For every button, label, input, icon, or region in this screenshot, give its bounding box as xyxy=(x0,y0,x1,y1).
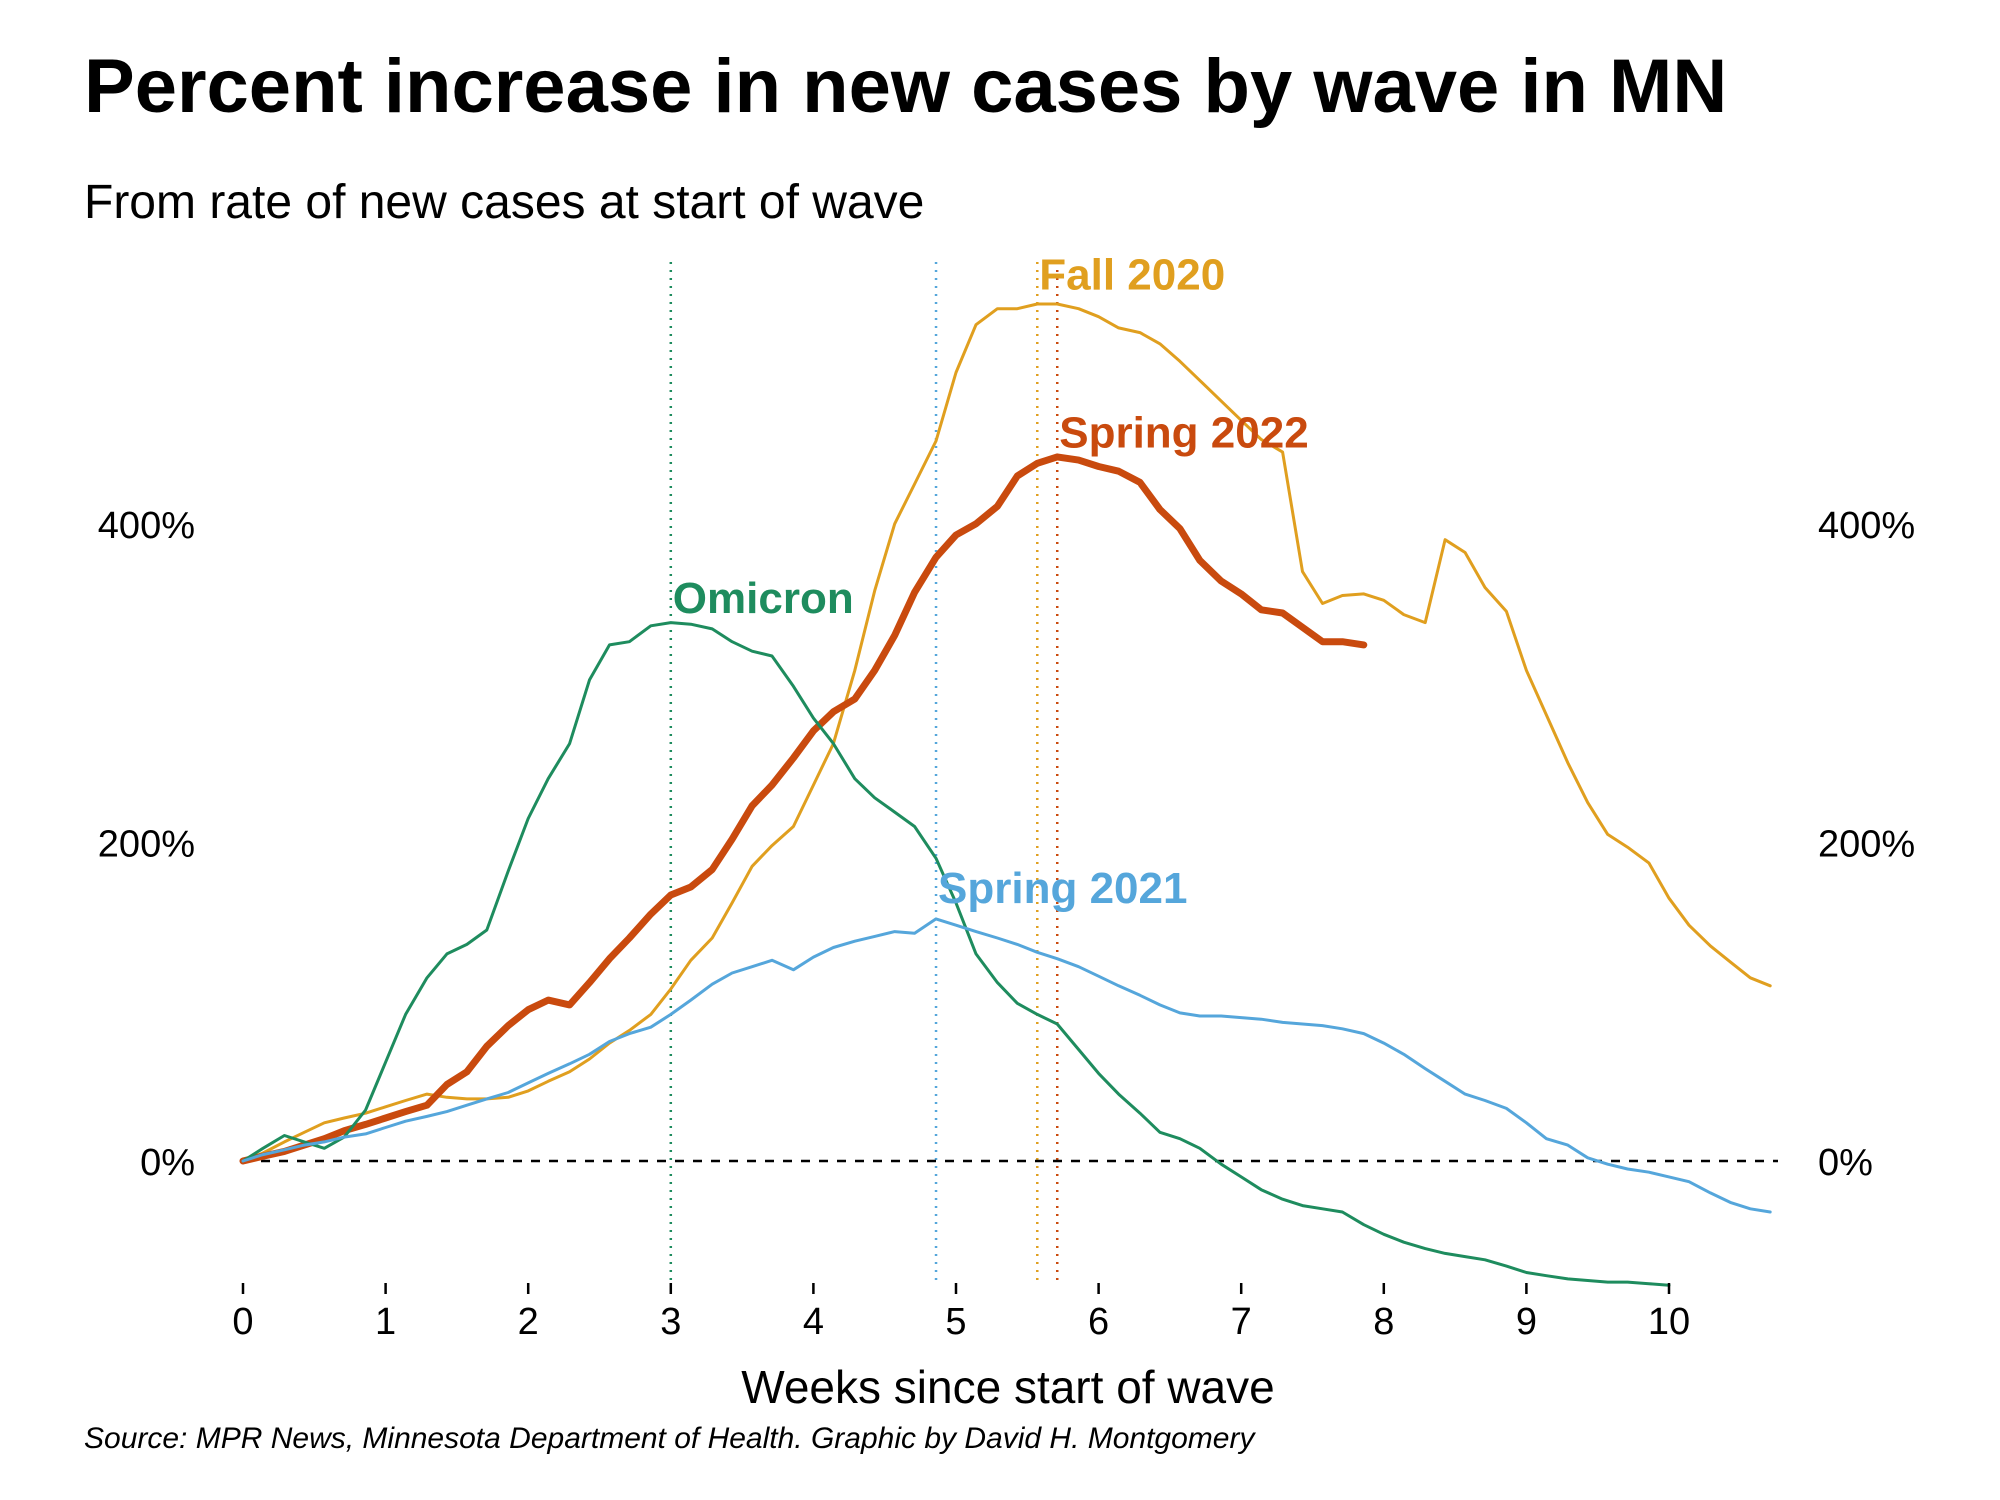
series-line-spring-2021 xyxy=(241,917,1772,1214)
x-tick-label: 1 xyxy=(375,1301,396,1343)
series-label-spring-2022: Spring 2022 xyxy=(1059,408,1308,457)
series-lines xyxy=(239,302,1772,1287)
chart-title: Percent increase in new cases by wave in… xyxy=(84,44,1727,129)
x-tick-label: 9 xyxy=(1516,1301,1537,1343)
x-tick-label: 5 xyxy=(945,1301,966,1343)
series-labels: Fall 2020 Spring 2022 Omicron Spring 2021 xyxy=(673,251,1309,913)
x-tick-label: 3 xyxy=(660,1301,681,1343)
chart-subtitle: From rate of new cases at start of wave xyxy=(84,176,924,229)
series-line-omicron xyxy=(241,621,1671,1287)
series-label-spring-2021: Spring 2021 xyxy=(938,864,1187,913)
series-line-fall-2020 xyxy=(241,302,1772,1163)
x-tick-label: 10 xyxy=(1648,1301,1690,1343)
y-tick-left: 0% xyxy=(140,1142,195,1184)
x-tick-label: 4 xyxy=(803,1301,824,1343)
x-tick-label: 8 xyxy=(1373,1301,1394,1343)
y-tick-right: 200% xyxy=(1818,823,1915,865)
x-tick-label: 2 xyxy=(518,1301,539,1343)
x-tick-label: 6 xyxy=(1088,1301,1109,1343)
series-label-omicron: Omicron xyxy=(673,574,854,623)
y-axis-right: 0% 200% 400% xyxy=(1818,505,1915,1184)
series-line-spring-2022 xyxy=(239,453,1368,1165)
peak-marker-lines xyxy=(669,262,1059,1282)
source-note: Source: MPR News, Minnesota Department o… xyxy=(84,1422,1256,1455)
series-label-fall-2020: Fall 2020 xyxy=(1039,251,1225,300)
y-tick-right: 0% xyxy=(1818,1142,1873,1184)
y-tick-right: 400% xyxy=(1818,505,1915,547)
x-tick-label: 0 xyxy=(232,1301,253,1343)
x-tick-label: 7 xyxy=(1231,1301,1252,1343)
y-tick-left: 400% xyxy=(98,505,195,547)
x-axis-label: Weeks since start of wave xyxy=(741,1361,1274,1413)
x-axis: 0 1 2 3 4 5 6 7 8 9 10 xyxy=(232,1283,1690,1343)
y-tick-left: 200% xyxy=(98,823,195,865)
y-axis-left: 0% 200% 400% xyxy=(98,505,195,1184)
